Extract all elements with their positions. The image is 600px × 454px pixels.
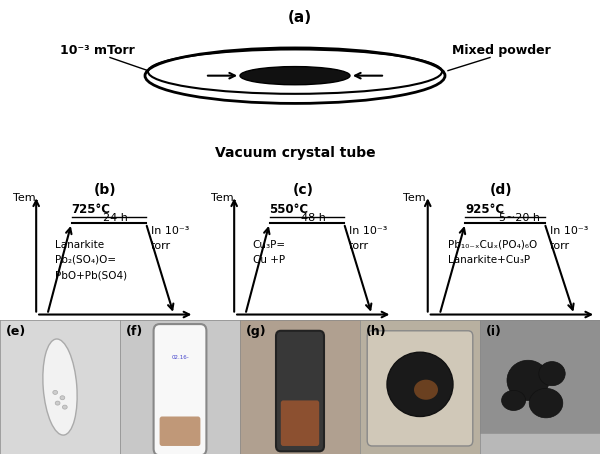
Ellipse shape [507,360,549,400]
Text: 550°C: 550°C [269,202,308,216]
Text: 10⁻³ mTorr: 10⁻³ mTorr [60,44,135,57]
Ellipse shape [43,339,77,435]
Text: (g): (g) [246,326,266,338]
Text: (i): (i) [486,326,502,338]
Text: Tem.: Tem. [211,193,237,203]
Ellipse shape [387,352,453,416]
Text: Tem.: Tem. [403,193,429,203]
FancyBboxPatch shape [160,416,200,446]
Ellipse shape [62,405,67,409]
Text: 02.16-: 02.16- [171,355,189,360]
Text: Vacuum crystal tube: Vacuum crystal tube [215,146,376,160]
Ellipse shape [55,401,60,405]
FancyBboxPatch shape [281,400,319,446]
Text: 48 h: 48 h [301,213,326,223]
Text: 925°C: 925°C [466,202,505,216]
Text: Cu +P: Cu +P [253,255,285,265]
Ellipse shape [502,390,526,410]
Text: Lanarkite+Cu₃P: Lanarkite+Cu₃P [448,255,530,265]
Text: (d): (d) [490,183,512,197]
Text: PbO+Pb(SO4): PbO+Pb(SO4) [55,270,127,280]
Ellipse shape [539,361,565,386]
Ellipse shape [145,48,445,104]
Text: In 10⁻³: In 10⁻³ [151,226,189,236]
Text: Pb₂(SO₄)O=: Pb₂(SO₄)O= [55,255,116,265]
Text: Time: Time [563,321,590,331]
Text: Lanarkite: Lanarkite [55,240,104,250]
Ellipse shape [53,390,58,395]
Text: In 10⁻³: In 10⁻³ [349,226,387,236]
Ellipse shape [240,67,350,85]
Text: (h): (h) [366,326,386,338]
FancyBboxPatch shape [367,331,473,446]
Text: (f): (f) [126,326,143,338]
Ellipse shape [529,388,563,418]
Text: (c): (c) [293,183,314,197]
Text: In 10⁻³: In 10⁻³ [550,226,588,236]
Text: torr: torr [151,241,170,251]
FancyBboxPatch shape [154,324,206,454]
Text: torr: torr [550,241,569,251]
Text: Time: Time [162,321,190,331]
Text: Mixed powder: Mixed powder [452,44,551,57]
Ellipse shape [60,396,65,400]
Text: torr: torr [349,241,368,251]
Text: 5~20 h: 5~20 h [499,213,540,223]
Text: 725°C: 725°C [71,202,110,216]
Text: Time: Time [360,321,388,331]
Ellipse shape [414,380,438,400]
Text: Tem.: Tem. [13,193,39,203]
Text: (b): (b) [94,183,116,197]
Text: Pb₁₀₋ₓCuₓ(PO₄)₆O: Pb₁₀₋ₓCuₓ(PO₄)₆O [448,240,537,250]
FancyBboxPatch shape [276,331,324,451]
Text: (a): (a) [288,10,312,25]
Text: (e): (e) [6,326,26,338]
Text: 24 h: 24 h [103,213,128,223]
Text: Cu₃P=: Cu₃P= [253,240,286,250]
